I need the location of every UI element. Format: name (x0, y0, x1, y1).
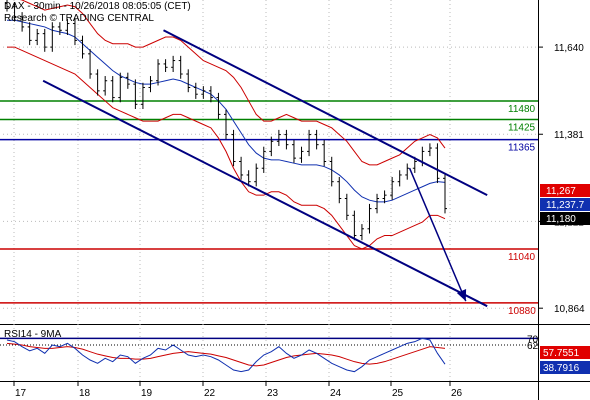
rsi-level-label: 70 (527, 334, 539, 345)
price-tag-box (540, 184, 590, 197)
price-tag-box (540, 212, 590, 225)
level-label: 10880 (508, 306, 536, 317)
price-tag-box (540, 198, 590, 211)
rsi-title: RSI14 - 9MA (4, 329, 62, 340)
rsi-ma-line (6, 342, 446, 367)
x-tick-label: 25 (392, 388, 404, 399)
level-label: 11365 (508, 143, 536, 154)
x-tick-label: 18 (79, 388, 91, 399)
channel-lower-line (42, 79, 488, 308)
level-label: 11040 (508, 252, 536, 263)
moving-average (7, 19, 446, 203)
y-tick-label: 11,381 (554, 130, 584, 141)
rsi-tag-label: 57.7551 (543, 348, 580, 359)
price-tag-label: 11,180 (546, 214, 576, 225)
band-lower (7, 46, 446, 250)
chart-header-line2: Research © TRADING CENTRAL (4, 13, 154, 24)
forecast-arrow-line (408, 167, 467, 302)
rsi-tag-label: 38.7916 (543, 363, 580, 374)
price-tag-label: 11,237.7 (546, 200, 585, 211)
rsi-tag-box (540, 346, 590, 359)
x-tick-label: 26 (451, 388, 463, 399)
x-tick-label: 17 (15, 388, 27, 399)
x-tick-label: 22 (204, 388, 216, 399)
y-tick-label: 11,640 (554, 43, 584, 54)
chart-header-line1: DAX - 30min - 10/26/2018 08:05:05 (CET) (4, 1, 191, 12)
channel-upper-line (163, 29, 488, 197)
x-tick-label: 24 (330, 388, 342, 399)
level-label: 11425 (508, 122, 536, 133)
x-tick-label: 19 (141, 388, 153, 399)
y-tick-label: 10,864 (554, 304, 585, 315)
rsi-tag-box (540, 361, 590, 374)
x-tick-label: 23 (267, 388, 279, 399)
forecast-arrow-head (456, 289, 467, 302)
level-label: 11480 (508, 104, 536, 115)
rsi-level-label: 62 (527, 341, 539, 352)
band-upper (19, 0, 446, 166)
rsi-line (6, 337, 446, 373)
price-tag-label: 11,267 (546, 186, 576, 197)
